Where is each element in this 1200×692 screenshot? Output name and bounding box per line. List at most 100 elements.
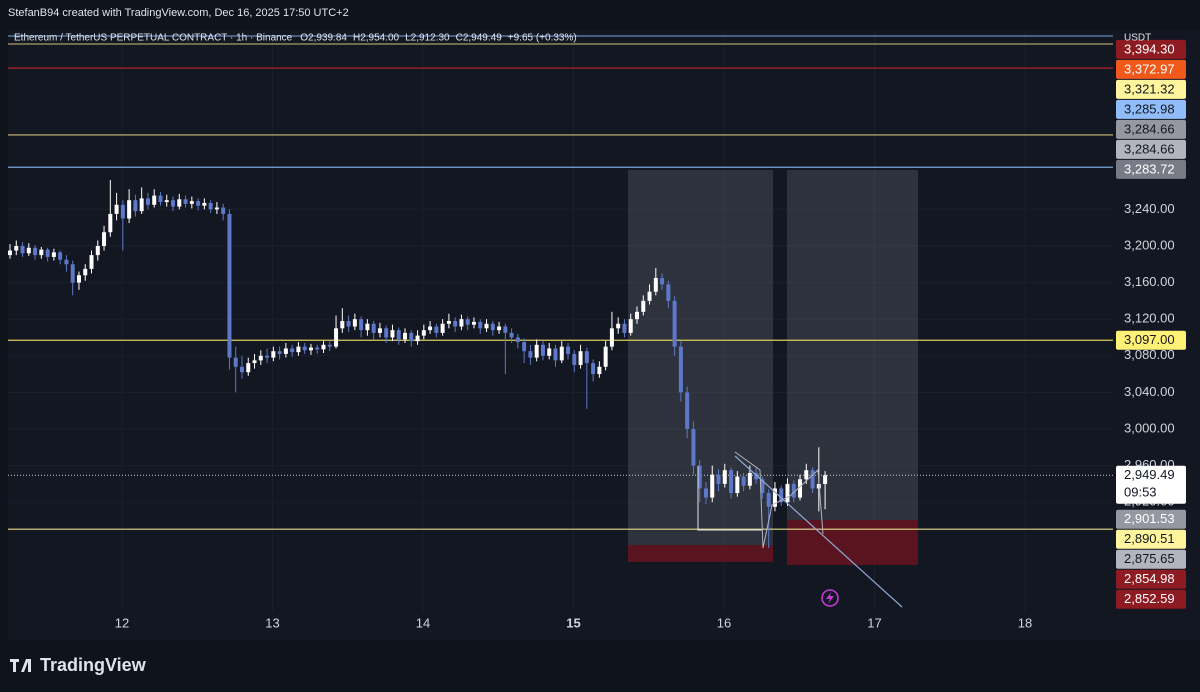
candle-body xyxy=(741,476,746,486)
y-tick-label: 3,200.00 xyxy=(1124,237,1175,252)
candle-body xyxy=(522,342,527,352)
trend-line xyxy=(734,455,903,608)
candle-body xyxy=(760,479,765,494)
candle-body xyxy=(127,200,132,219)
candle-body xyxy=(622,323,627,333)
candle-body xyxy=(572,353,577,365)
candle-body xyxy=(139,198,144,212)
candle-body xyxy=(428,326,433,331)
price-label: 3,284.66 xyxy=(1124,141,1175,156)
candle-body xyxy=(120,204,125,219)
candle-body xyxy=(271,351,276,358)
candle-body xyxy=(609,328,614,347)
candle-body xyxy=(246,363,251,373)
alert-icon[interactable] xyxy=(821,589,839,607)
x-tick-label: 17 xyxy=(867,615,881,630)
candle-body xyxy=(83,268,88,276)
price-label: 2,854.98 xyxy=(1124,571,1175,586)
price-label: 3,285.98 xyxy=(1124,101,1175,116)
candle-body xyxy=(628,319,633,333)
candle-body xyxy=(26,247,31,254)
candle-body xyxy=(484,323,489,329)
y-tick-label: 3,080.00 xyxy=(1124,347,1175,362)
candle-body xyxy=(421,330,426,336)
candle-body xyxy=(89,255,94,269)
candle-body xyxy=(196,201,201,206)
y-tick-label: 3,000.00 xyxy=(1124,420,1175,435)
candle-body xyxy=(403,332,408,340)
candle-body xyxy=(409,332,414,342)
candle-body xyxy=(133,200,138,212)
candle-body xyxy=(258,355,263,361)
candle-body xyxy=(76,275,81,283)
price-label: 2,901.53 xyxy=(1124,511,1175,526)
candle-body xyxy=(660,277,665,285)
stop-zone xyxy=(787,520,918,565)
candle-body xyxy=(471,321,476,325)
candle-body xyxy=(597,366,602,375)
price-label: 2,890.51 xyxy=(1124,531,1175,546)
candle-body xyxy=(509,332,514,338)
price-label-box xyxy=(1116,59,1186,79)
candle-body xyxy=(39,249,44,256)
candle-body xyxy=(340,321,345,329)
price-label: 3,284.66 xyxy=(1124,121,1175,136)
candle-body xyxy=(584,351,589,364)
price-label-box xyxy=(1116,589,1186,609)
candle-body xyxy=(239,366,244,373)
candle-body xyxy=(534,344,539,358)
price-label: 2,852.59 xyxy=(1124,591,1175,606)
candle-body xyxy=(265,355,270,358)
grid xyxy=(8,30,1113,612)
price-label-box xyxy=(1116,39,1186,59)
candle-body xyxy=(346,321,351,327)
candle-body xyxy=(227,213,232,358)
logo-mark xyxy=(10,659,31,672)
x-tick-label: 16 xyxy=(717,615,731,630)
x-tick-label: 12 xyxy=(115,615,129,630)
legend-change: +9.65 (+0.33%) xyxy=(508,33,577,44)
candle-body xyxy=(528,351,533,358)
candle-body xyxy=(365,323,370,331)
candle-body xyxy=(51,252,56,257)
price-label: 3,097.00 xyxy=(1124,332,1175,347)
price-label: 2,949.49 xyxy=(1124,467,1175,482)
candle-body xyxy=(302,346,307,351)
candle-body xyxy=(396,330,401,340)
candle-body xyxy=(233,357,238,367)
price-label: 2,875.65 xyxy=(1124,551,1175,566)
candle-body xyxy=(189,201,194,204)
candle-body xyxy=(453,321,458,327)
candle-body xyxy=(540,344,545,356)
candle-body xyxy=(603,346,608,367)
candle-body xyxy=(164,200,169,203)
candle-body xyxy=(497,326,502,331)
price-label-box xyxy=(1116,509,1186,529)
header-credit: StefanB94 created with TradingView.com, … xyxy=(8,7,349,19)
footer-logo: TradingView xyxy=(10,655,147,675)
candle-body xyxy=(635,311,639,320)
candle-body xyxy=(102,232,107,246)
candle-body xyxy=(772,488,777,507)
candle-body xyxy=(547,348,552,356)
candle-body xyxy=(70,264,75,283)
candle-body xyxy=(58,252,63,260)
alert-bolt xyxy=(826,592,834,604)
candle-body xyxy=(321,344,326,350)
time-axis xyxy=(8,612,1113,640)
candle-body xyxy=(390,330,395,338)
candle-body xyxy=(277,351,282,354)
legend-symbol: Ethereum / TetherUS PERPETUAL CONTRACT ·… xyxy=(14,33,293,44)
candle-body xyxy=(710,474,715,498)
candle-body xyxy=(64,259,69,265)
y-tick-label: 3,120.00 xyxy=(1124,311,1175,326)
candle-body xyxy=(334,328,339,347)
price-label: 3,372.97 xyxy=(1124,61,1175,76)
candle-body xyxy=(145,198,150,205)
candle-body xyxy=(647,291,652,301)
price-label-box xyxy=(1116,159,1186,179)
candle-body xyxy=(14,245,19,251)
path-drawing xyxy=(697,466,762,531)
candle-body xyxy=(653,277,658,292)
